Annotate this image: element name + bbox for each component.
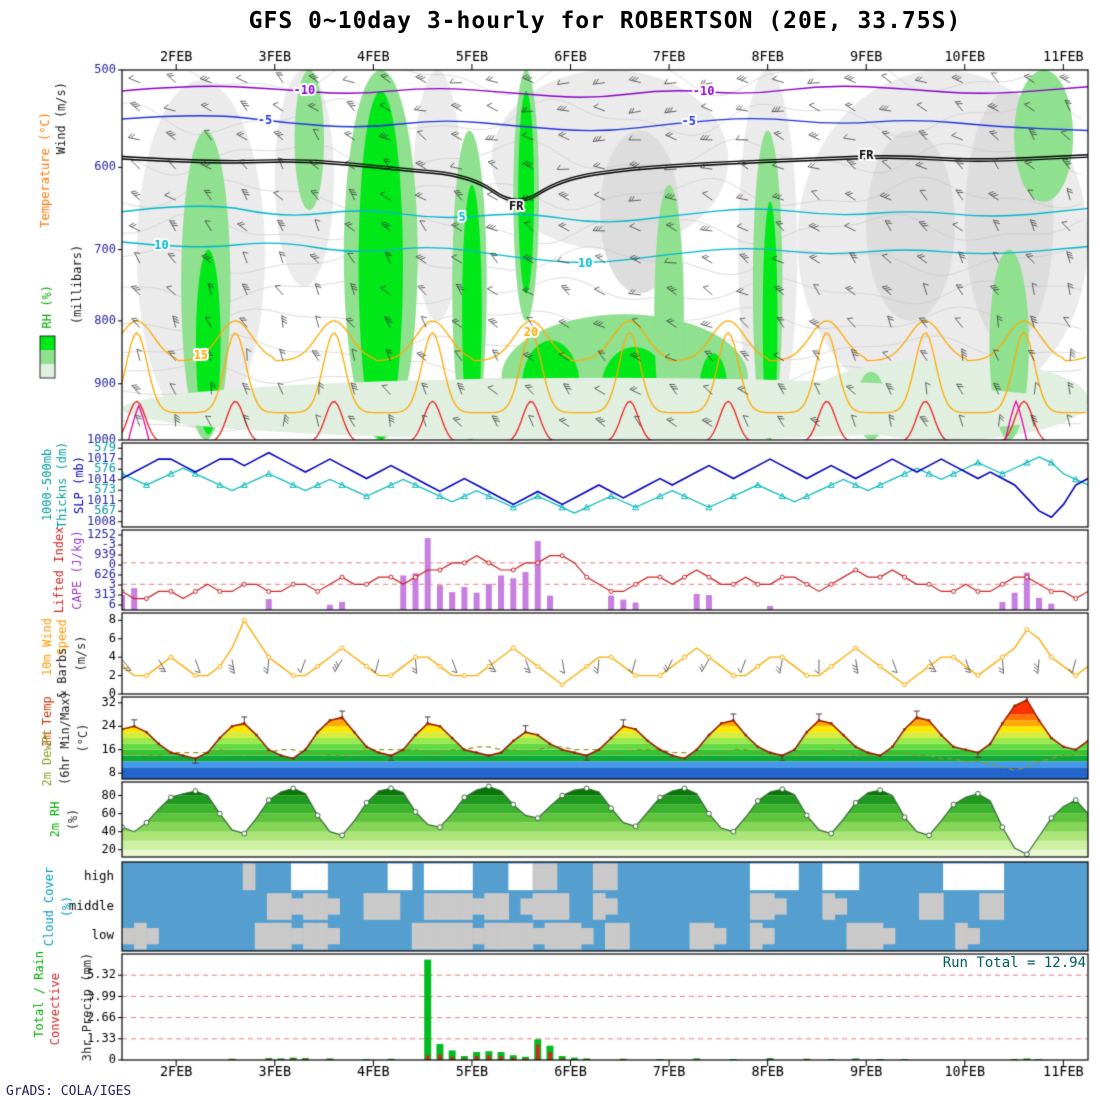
run-total-label: Run Total = 12.94 <box>942 955 1086 971</box>
chart-title: GFS 0~10day 3-hourly for ROBERTSON (20E,… <box>248 8 962 34</box>
grads-credit: GrADS: COLA/IGES <box>6 1084 132 1099</box>
